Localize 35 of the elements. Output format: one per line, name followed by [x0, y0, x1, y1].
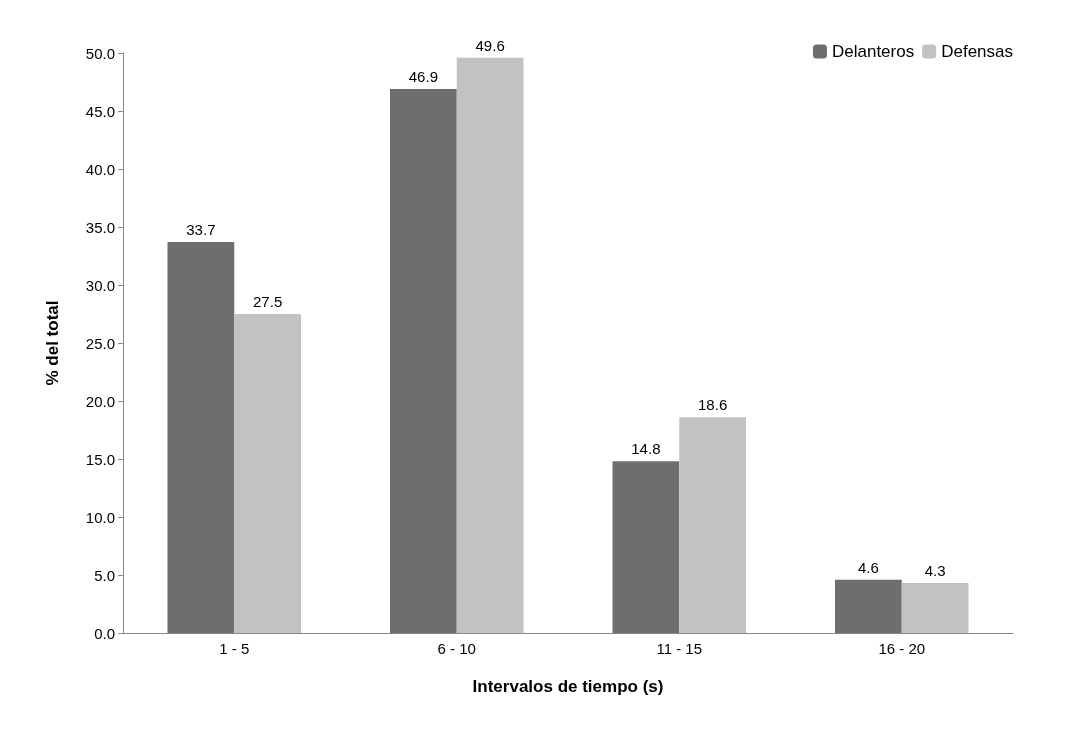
x-tick-label: 16 - 20 [878, 640, 926, 657]
y-tick-label: 10.0 [85, 508, 115, 526]
x-tick-label: 11 - 15 [656, 640, 703, 657]
y-tick-label: 35.0 [85, 218, 115, 236]
bar [901, 583, 969, 633]
bar [679, 417, 746, 633]
y-tick-label: 50.0 [85, 44, 115, 62]
bar [835, 579, 902, 633]
x-tick-label: 6 - 10 [437, 640, 476, 657]
data-label: 27.5 [253, 293, 283, 310]
y-tick-label: 5.0 [94, 566, 115, 584]
bar [390, 88, 457, 633]
y-tick-label: 30.0 [85, 276, 115, 294]
bar [456, 57, 524, 633]
data-label: 46.9 [408, 67, 438, 85]
bar [167, 242, 235, 633]
y-tick-label: 40.0 [85, 160, 115, 178]
y-axis-title: % del total [43, 300, 62, 386]
data-label: 4.3 [924, 562, 946, 580]
data-label: 33.7 [186, 221, 216, 239]
bar [234, 314, 301, 633]
legend-label: Defensas [941, 42, 1014, 61]
data-label: 14.8 [631, 440, 661, 458]
y-tick-label: 15.0 [85, 450, 115, 468]
y-tick-label: 20.0 [85, 392, 115, 410]
bar [612, 461, 680, 633]
x-tick-label: 1 - 5 [219, 640, 250, 657]
y-tick-label: 0.0 [94, 624, 115, 642]
data-label: 4.6 [857, 558, 879, 576]
data-label: 49.6 [475, 36, 505, 54]
y-tick-label: 25.0 [85, 334, 115, 352]
data-label: 18.6 [698, 396, 728, 414]
y-tick-label: 45.0 [85, 102, 115, 120]
x-axis-title: Intervalos de tiempo (s) [472, 677, 664, 696]
legend-label: Delanteros [831, 42, 915, 61]
